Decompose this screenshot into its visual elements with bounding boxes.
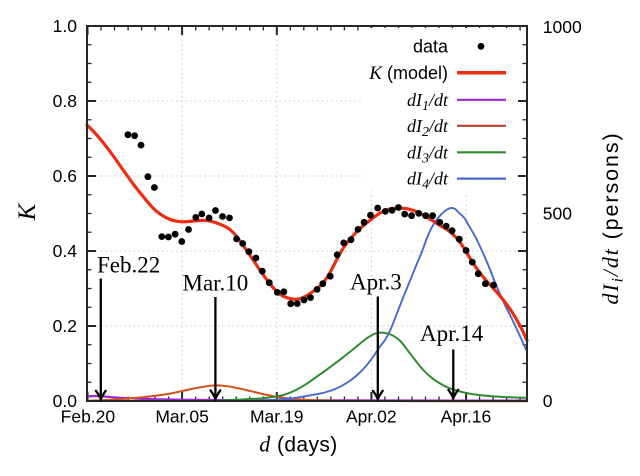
svg-text:Mar.10: Mar.10 (183, 271, 249, 296)
svg-text:1.0: 1.0 (53, 16, 78, 36)
svg-text:K: K (14, 202, 41, 221)
svg-text:Mar.05: Mar.05 (155, 407, 209, 427)
svg-text:1000: 1000 (543, 17, 582, 37)
svg-text:0.2: 0.2 (53, 316, 77, 336)
svg-text:dI3/dt: dI3/dt (407, 142, 449, 166)
svg-text:Mar.19: Mar.19 (250, 407, 304, 427)
svg-text:Feb.20: Feb.20 (61, 407, 116, 427)
svg-text:0.6: 0.6 (53, 166, 77, 186)
svg-text:Apr.02: Apr.02 (346, 407, 397, 427)
svg-text:Apr.16: Apr.16 (441, 407, 492, 427)
svg-text:dI4/dt: dI4/dt (407, 169, 449, 193)
svg-text:0.8: 0.8 (53, 91, 77, 111)
svg-text:d (days): d (days) (259, 431, 337, 456)
svg-text:0: 0 (543, 391, 553, 411)
svg-text:dI1/dt: dI1/dt (407, 90, 449, 114)
svg-text:Apr.14: Apr.14 (420, 321, 484, 346)
svg-text:Feb.22: Feb.22 (97, 252, 160, 277)
svg-text:dI2/dt: dI2/dt (407, 116, 449, 140)
svg-text:0.0: 0.0 (53, 391, 78, 411)
svg-text:0.4: 0.4 (53, 241, 78, 261)
svg-text:K (model): K (model) (368, 63, 448, 84)
svg-text:500: 500 (543, 204, 572, 224)
svg-text:Apr.3: Apr.3 (350, 270, 402, 295)
svg-text:dIi/dt (persons): dIi/dt (persons) (598, 131, 627, 304)
svg-text:data: data (413, 36, 449, 56)
